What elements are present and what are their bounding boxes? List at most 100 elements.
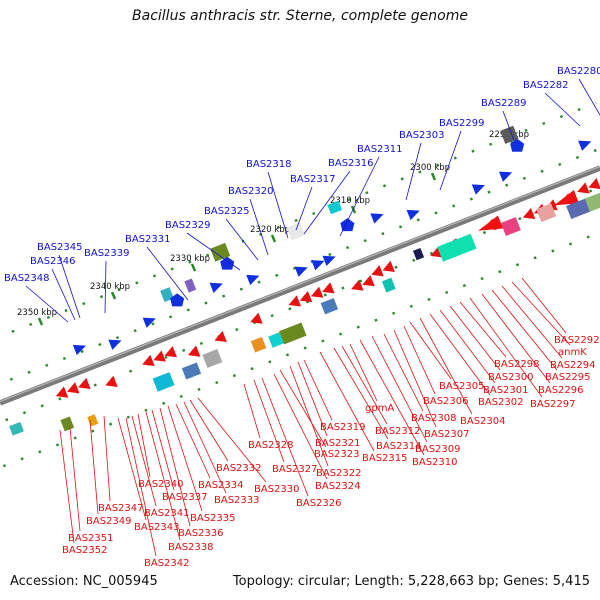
reverse-label-leader: [197, 397, 267, 483]
feature-block: [181, 362, 202, 380]
forward-label-leader: [146, 246, 189, 301]
forward-gene-arrow: [72, 344, 87, 356]
reverse-gene-arrow: [105, 375, 118, 387]
reverse-gene-arrow: [588, 177, 600, 190]
reverse-gene-arrow: [153, 350, 166, 362]
track-dotted-line: [0, 101, 597, 338]
reverse-label-leader: [303, 359, 333, 421]
reverse-gene-label: BAS2305: [439, 381, 485, 392]
reverse-gene-arrow: [105, 375, 118, 387]
reverse-gene-arrow: [577, 182, 590, 194]
forward-gene-arrow: [471, 184, 485, 195]
scale-tick-label: 2320 kbp: [250, 225, 290, 235]
forward-gene-label: BAS2289: [481, 98, 527, 109]
forward-gene-label: BAS2299: [439, 118, 485, 129]
backbone-line: [0, 165, 600, 406]
feature-block: [250, 336, 267, 353]
reverse-gene-label: BAS2338: [168, 542, 214, 553]
reverse-label-leader: [137, 413, 151, 478]
forward-label-leader: [295, 186, 313, 231]
feature-box: [268, 332, 284, 348]
forward-gene-arrow: [209, 282, 223, 294]
reverse-label-leader: [359, 339, 425, 456]
forward-gene-arrow: [322, 255, 336, 266]
reverse-gene-label: BAS2296: [538, 385, 584, 396]
feature-block: [210, 242, 231, 262]
reverse-label-leader: [439, 309, 496, 384]
reverse-label-leader: [125, 417, 157, 557]
feature-box: [437, 233, 477, 262]
forward-label-leader: [303, 170, 351, 235]
reverse-label-leader: [289, 365, 329, 467]
reverse-gene-arrow: [164, 346, 178, 358]
genome-backbone: [0, 165, 600, 406]
reverse-gene-label: BAS2334: [198, 480, 244, 491]
reverse-gene-label: BAS2340: [138, 479, 184, 490]
forward-gene-label: BAS2346: [30, 256, 76, 267]
feature-box: [250, 336, 267, 353]
reverse-operon-arrow: [554, 190, 579, 206]
scale-tick-mark: [37, 317, 44, 326]
reverse-gene-label: BAS2321: [315, 438, 361, 449]
forward-gene-arrow: [142, 317, 156, 328]
reverse-gene-label: BAS2297: [530, 399, 576, 410]
reverse-gene-arrow: [351, 279, 364, 291]
reverse-gene-label: BAS2309: [415, 444, 461, 455]
reverse-gene-label: BAS2326: [296, 498, 342, 509]
forward-gene-marker: [170, 293, 185, 307]
reverse-gene-label: BAS2310: [412, 457, 458, 468]
forward-gene-label: BAS2303: [399, 130, 445, 141]
forward-gene-arrow: [406, 209, 420, 221]
reverse-gene-label: BAS2312: [375, 426, 421, 437]
reverse-label-leader: [403, 325, 436, 395]
reverse-gene-label: BAS2322: [316, 468, 362, 479]
forward-gene-label: BAS2345: [37, 242, 83, 253]
reverse-label-leader: [393, 329, 437, 428]
forward-label-leader: [186, 232, 241, 271]
feature-box: [500, 217, 521, 236]
feature-block: [286, 222, 305, 241]
scale-tick-mark: [190, 263, 197, 272]
reverse-label-leader: [253, 379, 285, 463]
reverse-gene-label: BAS2330: [254, 484, 300, 495]
reverse-gene-arrow: [153, 350, 166, 362]
feature-block: [327, 200, 343, 215]
reverse-gene-label: BAS2307: [424, 429, 470, 440]
forward-gene-arrow: [142, 317, 156, 328]
reverse-gene-label: BAS2335: [190, 513, 236, 524]
feature-block: [152, 372, 175, 392]
scale-tick-mark: [110, 291, 117, 300]
forward-gene-arrow: [311, 260, 325, 271]
feature-block: [566, 197, 592, 220]
feature-block: [584, 192, 600, 212]
forward-gene-arrow: [209, 282, 223, 294]
reverse-label-leader: [449, 305, 501, 371]
reverse-label-leader: [159, 407, 191, 527]
feature-block: [381, 277, 396, 293]
reverse-label-leader: [151, 409, 175, 491]
reverse-gene-arrow: [371, 265, 384, 277]
feature-box: [202, 349, 223, 368]
reverse-label-leader: [333, 347, 389, 440]
reverse-gene-arrow: [310, 286, 324, 298]
reverse-gene-arrow: [310, 286, 324, 298]
reverse-gene-arrow: [55, 386, 69, 398]
reverse-gene-arrow: [351, 279, 364, 291]
reverse-label-leader: [243, 383, 261, 439]
reverse-gene-label: BAS2298: [494, 359, 540, 370]
forward-gene-label: BAS2331: [125, 234, 171, 245]
forward-gene-label: BAS2282: [523, 80, 569, 91]
reverse-label-leader: [383, 333, 424, 412]
reverse-gene-arrow: [78, 377, 91, 389]
scale-tick-label: 2340 kbp: [90, 282, 130, 292]
genome-summary-text: Topology: circular; Length: 5,228,663 bp…: [232, 574, 590, 589]
reverse-gene-arrow: [478, 215, 504, 231]
reverse-gene-label: BAS2327: [272, 464, 318, 475]
reverse-label-leader: [319, 351, 375, 452]
reverse-label-leader: [145, 411, 181, 541]
forward-gene-label: BAS2311: [357, 144, 403, 155]
reverse-label-leader: [103, 415, 111, 502]
feature-box: [181, 362, 202, 380]
feature-block: [500, 217, 521, 236]
feature-block: [9, 421, 24, 436]
